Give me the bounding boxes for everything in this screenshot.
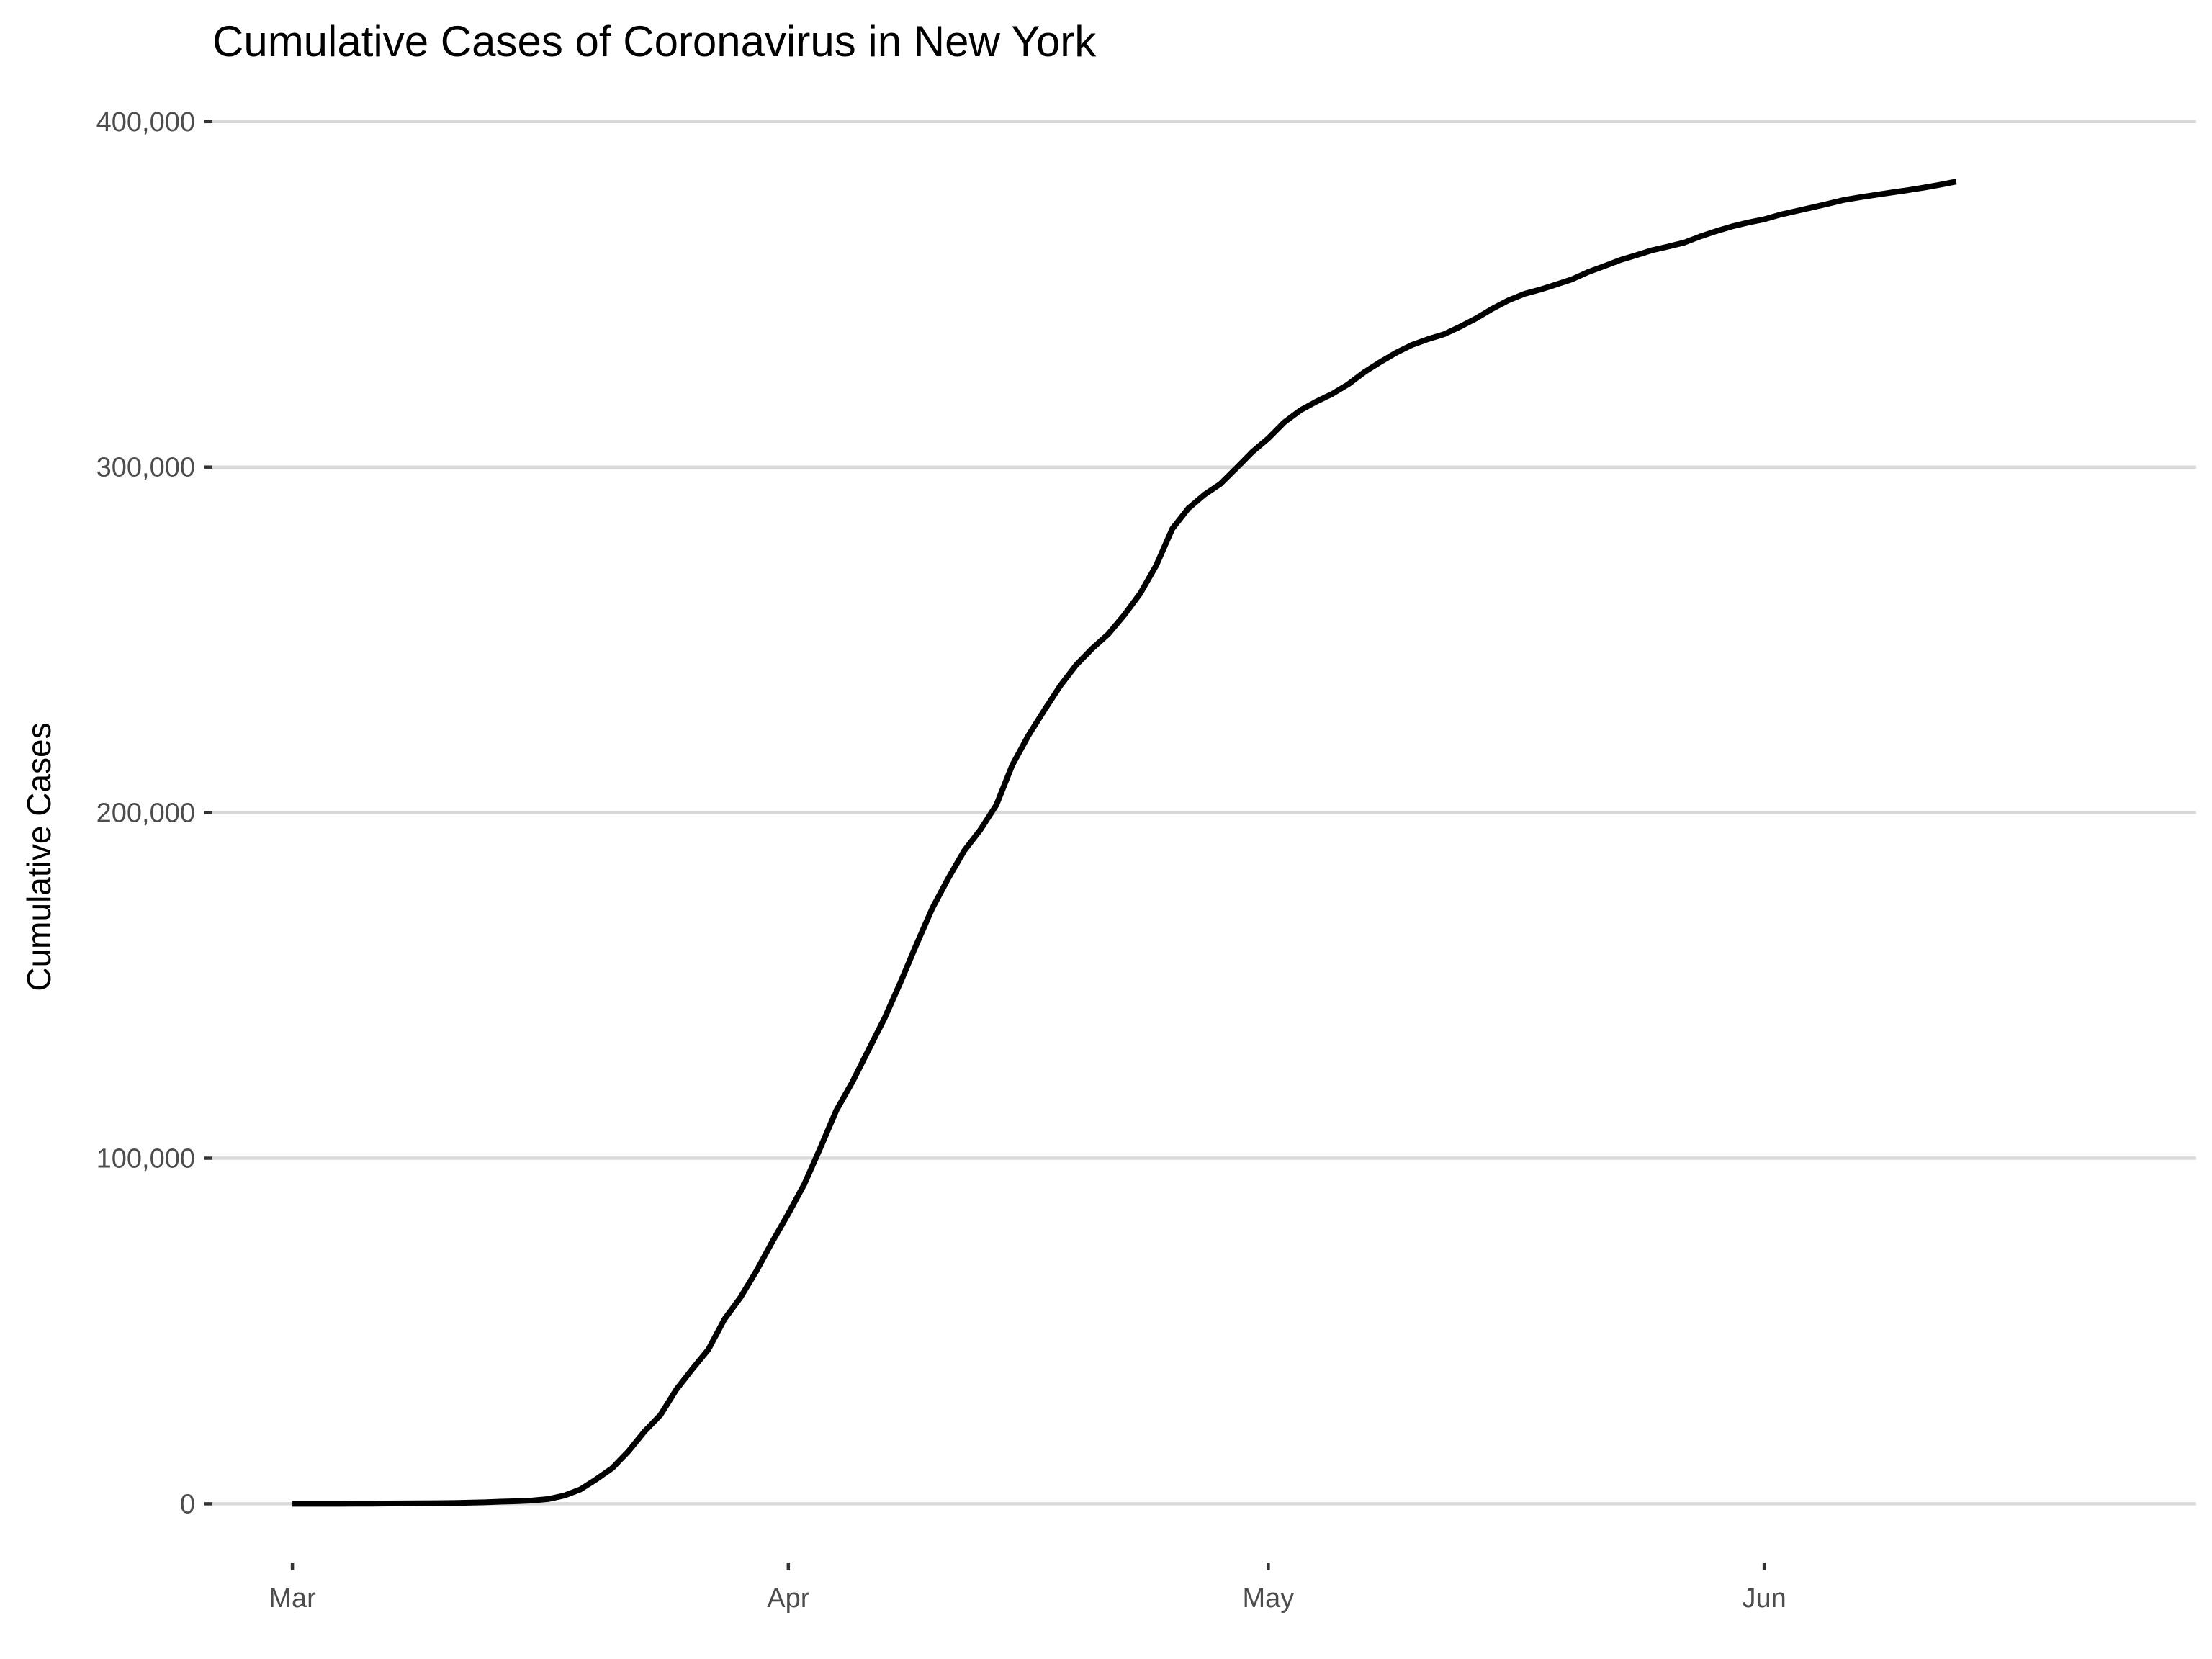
x-tick-label-0: Mar [269, 1583, 316, 1614]
y-tick-label-1: 100,000 [96, 1144, 195, 1174]
x-tick-label-3: Jun [1742, 1583, 1786, 1614]
series-layer [292, 181, 1956, 1503]
y-tick-label-2: 200,000 [96, 799, 195, 829]
y-axis-label: Cumulative Cases [20, 722, 58, 991]
x-tick-label-1: Apr [767, 1583, 809, 1614]
series-line-0 [292, 181, 1956, 1503]
axis-ticks: 0 100,000 200,000 300,000 400,000 Mar Apr May Ju… [96, 107, 1786, 1614]
y-tick-label-3: 300,000 [96, 453, 195, 483]
y-tick-label-0: 0 [180, 1489, 195, 1519]
gridlines [212, 122, 2196, 1504]
y-tick-label-4: 400,000 [96, 107, 195, 138]
x-tick-label-2: May [1242, 1583, 1294, 1614]
chart-title: Cumulative Cases of Coronavirus in New Y… [212, 17, 1097, 66]
